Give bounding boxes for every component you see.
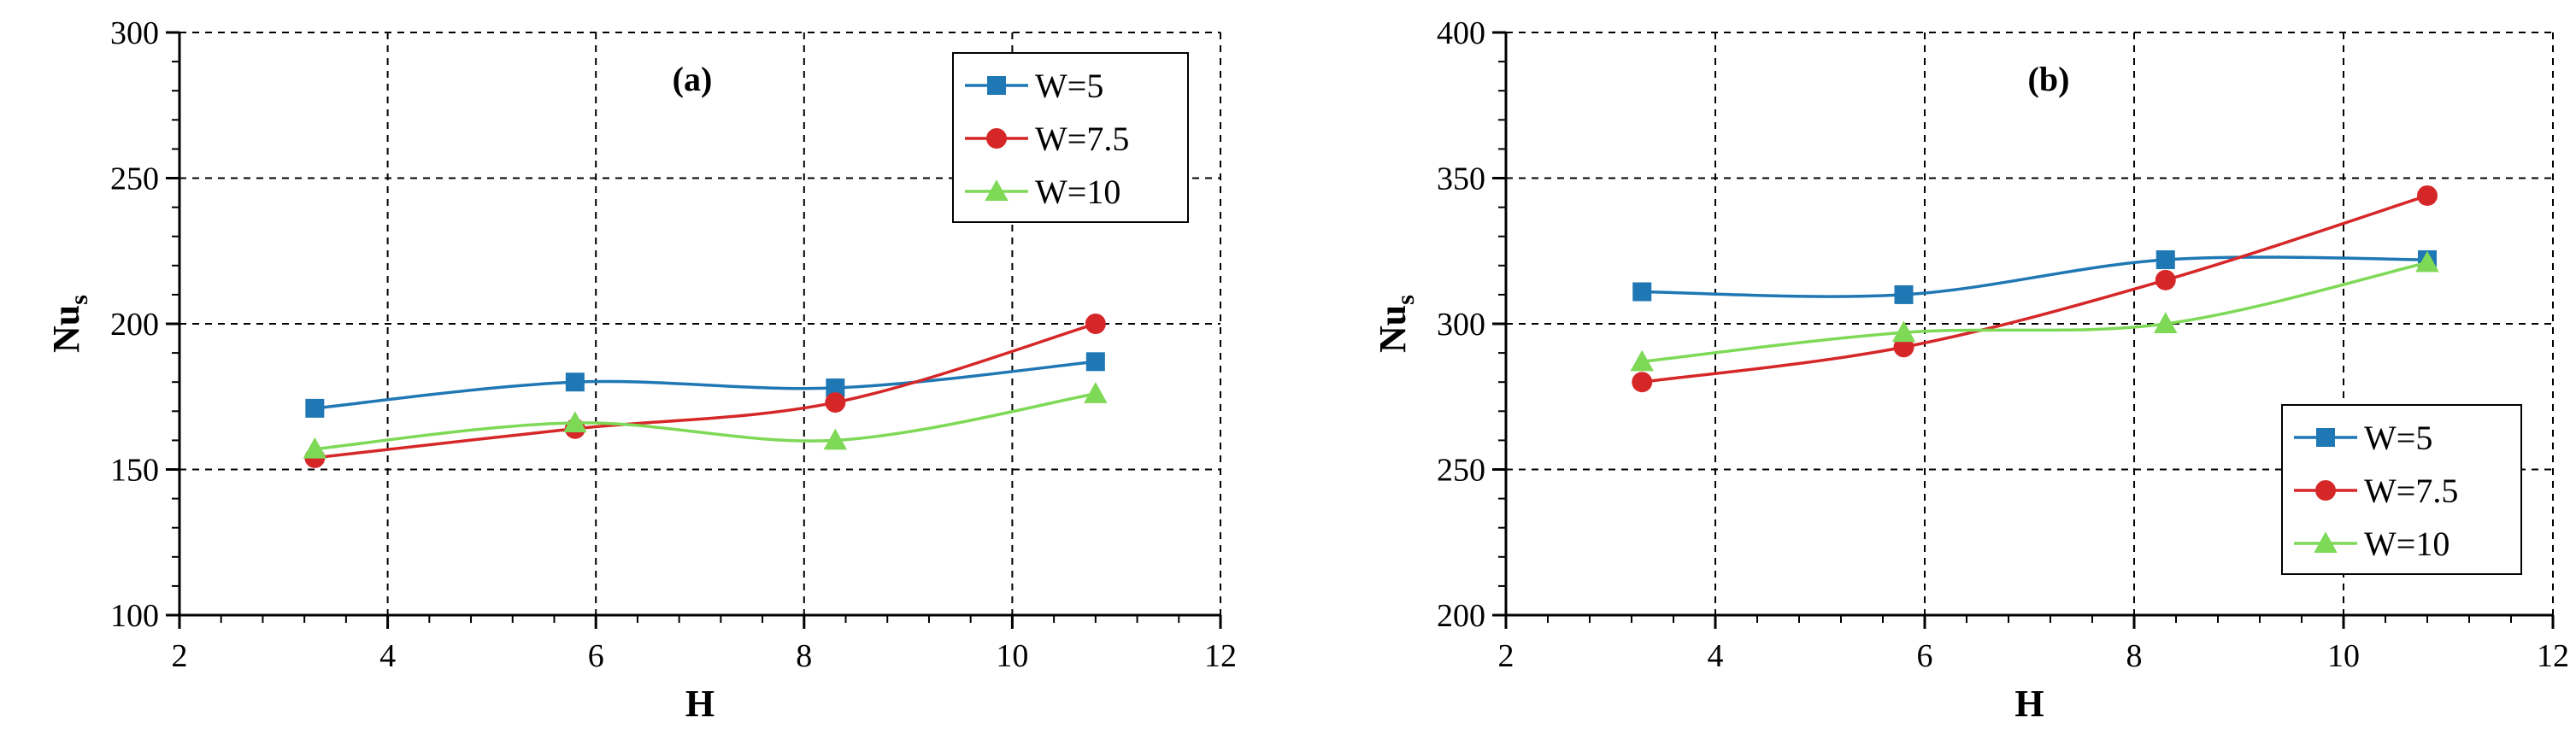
y-axis-title: Nus — [1372, 295, 1420, 353]
data-point-circle — [2155, 269, 2176, 290]
legend-label: W=7.5 — [2364, 472, 2458, 510]
data-point-square — [565, 372, 585, 392]
series-line-circle — [315, 322, 1097, 460]
x-tick-label: 8 — [2126, 638, 2143, 674]
data-point-square — [1632, 282, 1652, 302]
y-tick-label: 250 — [110, 161, 159, 197]
y-tick-label: 100 — [110, 598, 159, 634]
legend-label: W=10 — [1035, 173, 1120, 211]
x-tick-label: 6 — [588, 638, 604, 674]
series-line-circle — [1642, 194, 2428, 384]
y-tick-label: 150 — [110, 453, 159, 489]
legend-label: W=7.5 — [1035, 120, 1129, 158]
y-tick-label: 400 — [1437, 15, 1485, 51]
legend-marker-square — [2316, 428, 2335, 447]
x-tick-label: 10 — [996, 638, 1028, 674]
x-tick-label: 8 — [796, 638, 812, 674]
y-tick-label: 300 — [1437, 307, 1485, 343]
data-point-triangle — [1084, 382, 1108, 403]
data-point-triangle — [1891, 320, 1916, 343]
legend-label: W=10 — [2364, 525, 2450, 563]
data-point-triangle — [2154, 312, 2178, 333]
data-point-circle — [2417, 185, 2438, 206]
legend-marker-square — [987, 76, 1006, 95]
panel-label: (a) — [673, 60, 713, 98]
y-tick-label: 250 — [1437, 453, 1485, 489]
y-axis-title: Nus — [45, 295, 93, 353]
x-tick-label: 4 — [379, 638, 396, 674]
x-tick-label: 10 — [2327, 638, 2360, 674]
legend-label: W=5 — [2364, 419, 2432, 457]
data-point-triangle — [563, 411, 587, 432]
x-tick-label: 12 — [1204, 638, 1237, 674]
legend-marker-circle — [2315, 480, 2336, 501]
x-tick-label: 6 — [1917, 638, 1933, 674]
panel-label: (b) — [2028, 60, 2070, 98]
y-tick-label: 200 — [110, 307, 159, 343]
y-tick-label: 350 — [1437, 161, 1485, 197]
legend-marker-triangle — [2314, 531, 2338, 553]
chart-panel-b: 200 250 300 350 400 2 4 6 8 10 12 H Nus (b) W=5 W=7.5 W=… — [1372, 15, 2569, 724]
series-line-square — [1642, 255, 2428, 298]
data-point-circle — [825, 392, 846, 414]
data-point-triangle — [303, 437, 327, 459]
data-point-circle — [1085, 314, 1106, 334]
data-point-square — [1894, 285, 1914, 304]
data-point-circle — [1632, 372, 1653, 393]
x-tick-label: 2 — [172, 638, 188, 674]
x-axis-title: H — [2014, 683, 2044, 724]
x-axis-title: H — [685, 683, 715, 724]
legend-label: W=5 — [1035, 67, 1103, 105]
x-tick-label: 4 — [1708, 638, 1724, 674]
data-point-square — [826, 378, 845, 398]
y-tick-label: 300 — [110, 15, 159, 51]
data-point-triangle — [2415, 250, 2439, 273]
legend-marker-triangle — [985, 179, 1009, 201]
legend-marker-circle — [986, 128, 1007, 149]
data-point-square — [305, 398, 325, 418]
series-line-triangle — [315, 392, 1097, 451]
series-line-square — [315, 360, 1097, 410]
data-point-triangle — [1630, 349, 1654, 372]
x-tick-label: 2 — [1498, 638, 1514, 674]
data-point-circle — [1893, 337, 1914, 358]
data-point-square — [1085, 352, 1105, 372]
x-tick-label: 12 — [2537, 638, 2569, 674]
series-line-triangle — [1642, 261, 2428, 364]
data-point-triangle — [823, 428, 848, 450]
data-point-square — [2155, 249, 2175, 269]
y-tick-label: 200 — [1437, 598, 1485, 634]
chart-panel-a: 100 150 200 250 300 2 4 6 8 10 12 H Nus (a) W=5 W=7.5 W=… — [45, 15, 1237, 724]
